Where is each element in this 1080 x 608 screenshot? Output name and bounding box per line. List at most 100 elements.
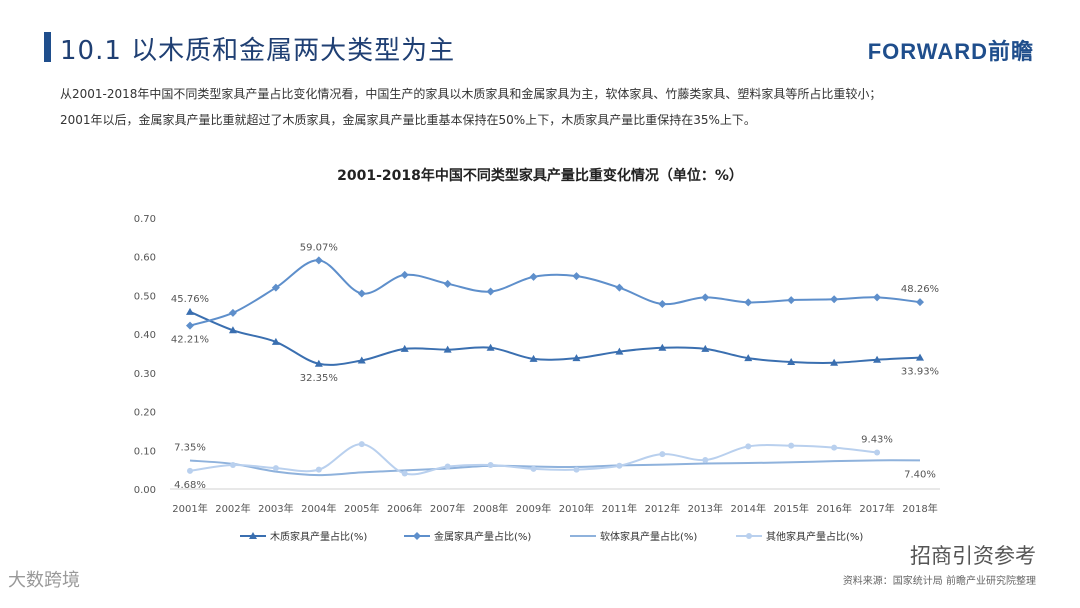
data-label: 42.21% <box>171 335 209 346</box>
series-point <box>401 470 408 477</box>
watermark: 大数跨境 <box>8 570 80 591</box>
x-tick-label: 2015年 <box>773 502 808 515</box>
data-label: 7.35% <box>174 443 206 454</box>
page-title: 10.1 以木质和金属两大类型为主 <box>60 36 456 66</box>
series-point <box>186 321 194 330</box>
x-tick-label: 2001年 <box>172 502 207 515</box>
series-point <box>357 356 366 364</box>
forward-logo: FORWARD前瞻 <box>867 39 1034 64</box>
series-point <box>830 358 839 366</box>
x-tick-label: 2018年 <box>902 502 937 515</box>
x-tick-label: 2009年 <box>516 502 551 515</box>
title-accent-bar <box>44 32 51 62</box>
series-point <box>272 465 279 472</box>
series-point <box>744 298 753 307</box>
series-point <box>486 287 495 296</box>
series-point <box>830 295 839 304</box>
series-point <box>658 299 667 308</box>
legend-marker <box>746 533 752 539</box>
data-label: 4.68% <box>174 480 206 491</box>
y-tick-label: 0.40 <box>134 330 156 341</box>
x-tick-label: 2005年 <box>344 502 379 515</box>
y-tick-label: 0.50 <box>134 291 156 302</box>
series-point <box>916 298 924 307</box>
series-point <box>615 283 624 292</box>
series-point <box>444 463 451 470</box>
series-point <box>271 337 280 345</box>
x-tick-label: 2003年 <box>258 502 293 515</box>
x-tick-label: 2004年 <box>301 502 336 515</box>
series-point <box>400 344 409 352</box>
intro-line-2: 2001年以后，金属家具产量比重就超过了木质家具，金属家具产量比重基本保持在50… <box>60 113 756 127</box>
series-point <box>702 456 709 463</box>
x-tick-label: 2006年 <box>387 502 422 515</box>
legend-marker <box>413 532 421 540</box>
x-tick-label: 2002年 <box>215 502 250 515</box>
series-point <box>529 272 538 281</box>
data-label: 45.76% <box>171 294 209 305</box>
legend-marker <box>249 532 257 539</box>
legend-label: 软体家具产量占比(%) <box>600 530 697 543</box>
series-point <box>873 355 882 363</box>
series-point <box>701 293 710 302</box>
series-point <box>486 343 495 351</box>
series-point <box>400 270 409 279</box>
series-point <box>314 359 323 367</box>
series-point <box>573 466 580 473</box>
data-label: 48.26% <box>901 284 939 295</box>
series-point <box>228 308 237 317</box>
y-tick-label: 0.60 <box>134 253 156 264</box>
series-point <box>187 467 193 474</box>
series-point <box>271 283 280 292</box>
series-point <box>357 289 366 298</box>
y-tick-label: 0.70 <box>134 214 156 225</box>
series-point <box>745 443 752 450</box>
series-point <box>572 354 581 362</box>
y-tick-label: 0.20 <box>134 408 156 419</box>
series-point <box>788 442 795 449</box>
series-point <box>487 461 494 468</box>
legend-label: 木质家具产量占比(%) <box>270 530 367 543</box>
x-tick-label: 2014年 <box>731 502 766 515</box>
data-label: 9.43% <box>861 434 893 445</box>
x-tick-label: 2013年 <box>688 502 723 515</box>
y-tick-label: 0.30 <box>134 369 156 380</box>
series-point <box>659 451 666 458</box>
series-point <box>186 307 194 315</box>
series-point <box>615 347 624 355</box>
series-point <box>787 296 796 305</box>
series-point <box>658 343 667 351</box>
x-tick-label: 2017年 <box>859 502 894 515</box>
series-point <box>831 444 838 451</box>
series-point <box>229 461 236 468</box>
series-point <box>616 462 623 469</box>
series-point <box>314 256 323 265</box>
chart-title: 2001-2018年中国不同类型家具产量比重变化情况（单位：%） <box>337 168 743 184</box>
data-label: 7.40% <box>904 469 936 480</box>
series-point <box>443 345 452 353</box>
data-label: 59.07% <box>300 242 338 253</box>
wechat-account: 招商引资参考 <box>910 544 1036 568</box>
x-tick-label: 2012年 <box>645 502 680 515</box>
series-point <box>916 353 924 361</box>
y-tick-label: 0.10 <box>134 446 156 457</box>
legend-label: 金属家具产量占比(%) <box>434 530 531 543</box>
series-line-2 <box>189 259 921 327</box>
series-point <box>873 293 882 302</box>
series-point <box>572 272 581 281</box>
series-point <box>744 354 753 362</box>
x-tick-label: 2011年 <box>602 502 637 515</box>
series-point <box>530 465 537 472</box>
series-point <box>874 449 881 456</box>
series-point <box>787 358 796 366</box>
series-point <box>358 441 365 448</box>
data-label: 33.93% <box>901 367 939 378</box>
intro-line-1: 从2001-2018年中国不同类型家具产量占比变化情况看，中国生产的家具以木质家… <box>60 87 882 101</box>
source-note: 资料来源：国家统计局 前瞻产业研究院整理 <box>842 576 1036 587</box>
series-point <box>315 466 322 473</box>
x-tick-label: 2008年 <box>473 502 508 515</box>
x-tick-label: 2010年 <box>559 502 594 515</box>
series-point <box>443 279 452 288</box>
series-point <box>529 354 538 362</box>
